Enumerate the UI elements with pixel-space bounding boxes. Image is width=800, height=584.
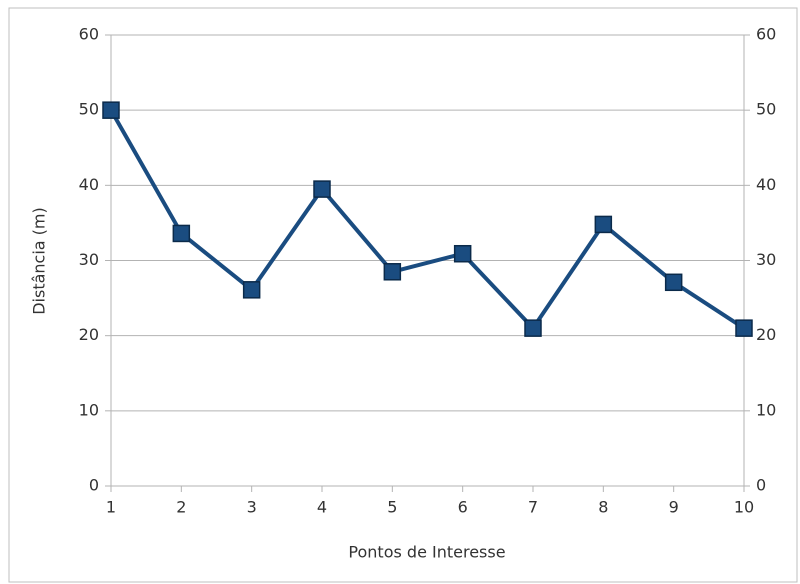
marker: [102, 101, 120, 119]
y-tick-label: 50: [79, 100, 99, 119]
y-tick-label: 10: [79, 400, 99, 419]
y2-tick-label: 0: [756, 476, 766, 495]
x-tick-label: 4: [317, 498, 327, 517]
marker: [313, 180, 331, 198]
chart-frame: [8, 7, 798, 583]
y-axis-label: Distância (m): [30, 207, 49, 315]
y2-tick-label: 60: [756, 25, 776, 44]
x-tick-label: 10: [734, 498, 754, 517]
y2-tick-label: 20: [756, 325, 776, 344]
marker: [524, 319, 542, 337]
y2-tick-label: 40: [756, 175, 776, 194]
series-line: [109, 109, 746, 331]
y-tick-label: 20: [79, 325, 99, 344]
marker: [594, 215, 613, 234]
y-tick-label: 60: [79, 25, 99, 44]
x-tick-label: 1: [106, 498, 116, 517]
x-tick-label: 8: [598, 498, 608, 517]
y-tick-label: 0: [89, 476, 99, 495]
y2-tick-label: 10: [756, 400, 776, 419]
x-axis-label: Pontos de Interesse: [348, 543, 505, 562]
x-tick-label: 2: [176, 498, 186, 517]
marker: [383, 263, 402, 281]
x-tick-label: 6: [458, 498, 468, 517]
y2-tick-label: 50: [756, 100, 776, 119]
x-tick-label: 9: [669, 498, 679, 517]
marker: [453, 244, 472, 263]
x-tick-label: 7: [528, 498, 538, 517]
y-tick-label: 40: [79, 175, 99, 194]
marker: [735, 319, 753, 337]
x-tick-label: 3: [247, 498, 257, 517]
marker: [664, 273, 683, 292]
marker: [242, 281, 261, 299]
marker: [172, 224, 191, 243]
y2-tick-label: 30: [756, 250, 776, 269]
y-tick-label: 30: [79, 250, 99, 269]
x-tick-label: 5: [387, 498, 397, 517]
